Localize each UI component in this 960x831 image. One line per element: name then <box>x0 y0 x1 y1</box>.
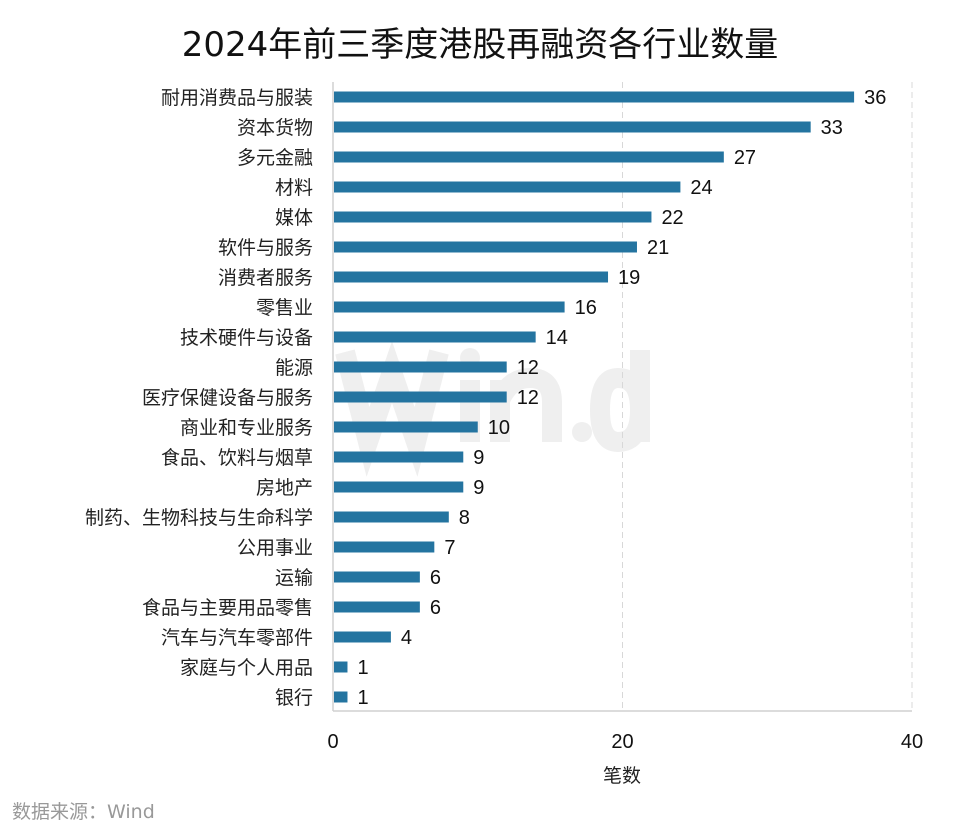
bar <box>334 271 609 283</box>
bar <box>334 361 507 373</box>
bar <box>334 421 478 433</box>
category-label: 软件与服务 <box>218 237 313 259</box>
bar <box>334 331 536 343</box>
data-label: 9 <box>473 477 484 499</box>
category-label: 媒体 <box>275 207 313 229</box>
bar <box>334 451 464 463</box>
category-label: 材料 <box>275 177 313 199</box>
data-label: 1 <box>357 657 368 679</box>
bar <box>334 151 724 163</box>
data-label: 19 <box>618 267 640 289</box>
watermark-stroke <box>572 422 592 442</box>
category-label: 制药、生物科技与生命科学 <box>85 507 313 529</box>
category-label: 汽车与汽车零部件 <box>161 627 313 649</box>
category-label: 零售业 <box>256 297 313 319</box>
data-label: 10 <box>488 417 510 439</box>
category-label: 商业和专业服务 <box>180 417 313 439</box>
source-note: 数据来源：Wind <box>12 801 155 823</box>
bar <box>334 481 464 493</box>
bar <box>334 211 652 223</box>
category-label: 银行 <box>275 687 313 709</box>
category-label: 食品、饮料与烟草 <box>161 447 313 469</box>
x-tick-label: 20 <box>611 731 633 753</box>
category-label: 消费者服务 <box>218 267 313 289</box>
bar <box>334 511 449 523</box>
data-label: 21 <box>647 237 669 259</box>
x-tick-label: 0 <box>327 731 338 753</box>
bar <box>334 241 637 253</box>
bar <box>334 541 435 553</box>
data-label: 36 <box>864 87 886 109</box>
data-label: 33 <box>821 117 843 139</box>
bar <box>334 691 348 703</box>
x-tick-label: 40 <box>901 731 923 753</box>
watermark-stroke <box>589 350 650 453</box>
bar <box>334 391 507 403</box>
data-label: 16 <box>575 297 597 319</box>
data-label: 6 <box>430 597 441 619</box>
category-label: 食品与主要用品零售 <box>142 597 313 619</box>
category-label: 能源 <box>275 357 313 379</box>
bar <box>334 181 681 193</box>
category-label: 技术硬件与设备 <box>180 327 313 349</box>
x-axis-label: 笔数 <box>603 765 641 787</box>
data-label: 7 <box>444 537 455 559</box>
data-label: 4 <box>401 627 412 649</box>
category-label: 家庭与个人用品 <box>180 657 313 679</box>
bar <box>334 121 811 133</box>
category-label: 耐用消费品与服装 <box>161 87 313 109</box>
data-label: 1 <box>357 687 368 709</box>
bar <box>334 91 855 103</box>
data-label: 14 <box>546 327 568 349</box>
data-label: 9 <box>473 447 484 469</box>
category-label: 房地产 <box>256 477 313 499</box>
category-label: 医疗保健设备与服务 <box>142 387 313 409</box>
category-label: 资本货物 <box>237 117 313 139</box>
data-label: 12 <box>517 387 539 409</box>
category-label: 公用事业 <box>237 537 313 559</box>
bar <box>334 661 348 673</box>
bar <box>334 571 420 583</box>
data-label: 6 <box>430 567 441 589</box>
data-label: 27 <box>734 147 756 169</box>
watermark-stroke <box>490 367 562 442</box>
data-label: 12 <box>517 357 539 379</box>
bar <box>334 301 565 313</box>
bar <box>334 631 391 643</box>
data-label: 8 <box>459 507 470 529</box>
bar <box>334 601 420 613</box>
data-label: 22 <box>661 207 683 229</box>
chart-title: 2024年前三季度港股再融资各行业数量 <box>182 25 779 65</box>
category-label: 多元金融 <box>237 147 313 169</box>
data-label: 24 <box>690 177 712 199</box>
category-label: 运输 <box>275 567 313 589</box>
